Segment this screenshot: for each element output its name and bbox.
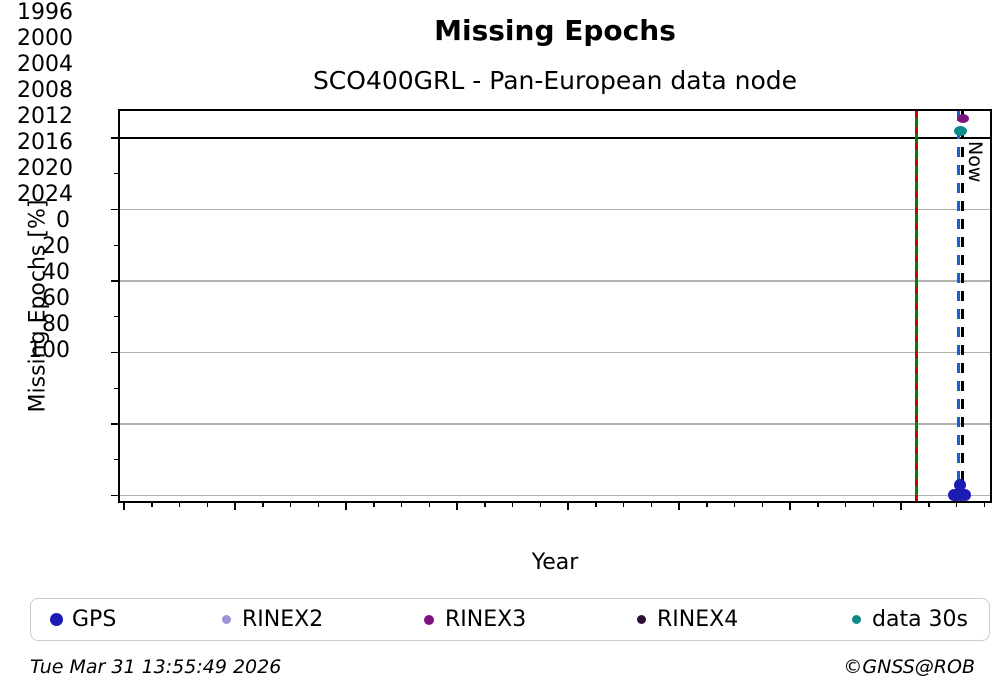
y-minor-tick [114,459,118,461]
y-gridline [120,351,990,354]
data-point-gps [959,488,972,501]
y-minor-tick [114,387,118,389]
x-minor-tick [401,503,403,507]
x-minor-tick [484,503,486,507]
legend-item-rinex3: RINEX3 [417,599,526,640]
chart-title: Missing Epochs [434,14,676,47]
y-tick-label: 100 [28,338,70,363]
y-minor-tick [114,244,118,246]
x-minor-tick [151,503,153,507]
x-minor-tick [595,503,597,507]
x-major-tick [900,503,902,510]
legend-item-data30s: data 30s [844,599,968,640]
x-minor-tick [179,503,181,507]
x-tick-label: 2008 [17,78,73,103]
plot-area [118,109,992,503]
data30s-marker-icon [851,615,861,624]
y-major-tick [111,280,118,282]
y-gridline [120,423,990,425]
chart-subtitle: SCO400GRL - Pan-European data node [312,66,798,95]
x-minor-tick [512,503,514,507]
x-tick-label: 2000 [17,26,73,51]
x-tick-label: 1996 [17,0,73,25]
copyright-credit: ©GNSS@ROB [843,656,975,678]
y-minor-tick [114,316,118,318]
data-availability-marker-dashes [914,111,918,501]
x-minor-tick [290,503,292,507]
x-minor-tick [956,503,958,507]
legend-label: RINEX2 [242,607,324,632]
x-minor-tick [623,503,625,507]
plot-timestamp: Tue Mar 31 13:55:49 2026 [30,656,282,678]
legend-label: GPS [72,607,117,632]
now-line-label: Now [964,141,986,183]
rinex4-marker-icon [636,615,646,624]
y-axis-title: Missing Epochs [%] [25,199,51,413]
x-minor-tick [428,503,430,507]
x-major-tick [567,503,569,510]
y-major-tick [111,494,118,497]
x-major-tick [456,503,458,510]
legend-item-rinex2: RINEX2 [214,599,323,640]
x-axis-title: Year [531,550,579,575]
data-point-data30s [954,125,968,136]
x-major-tick [678,503,680,510]
x-major-tick [345,503,347,510]
y-major-tick [111,351,118,354]
x-minor-tick [262,503,264,507]
gps-marker-icon [49,613,63,626]
legend-item-gps: GPS [44,599,116,640]
data-point-rinex3 [956,114,969,124]
x-minor-tick [928,503,930,507]
x-minor-tick [872,503,875,507]
x-minor-tick [983,503,986,507]
legend-label: data 30s [872,607,969,632]
x-minor-tick [817,503,819,507]
hline-100 [120,136,990,140]
x-minor-tick [650,503,653,507]
y-gridline [120,208,990,211]
x-tick-label: 2024 [17,182,73,207]
x-major-tick [123,503,125,510]
x-minor-tick [206,503,208,507]
data-point-gps [954,479,967,492]
x-major-tick [789,503,791,510]
y-tick-label: 20 [42,234,70,259]
x-minor-tick [761,503,764,507]
x-minor-tick [845,503,847,507]
legend-label: RINEX4 [657,607,739,632]
y-tick-label: 0 [56,208,70,233]
x-minor-tick [706,503,708,507]
x-minor-tick [373,503,375,507]
x-tick-label: 2004 [17,52,73,77]
x-minor-tick [539,503,542,507]
y-tick-label: 60 [42,286,70,311]
legend: GPS RINEX2 RINEX3 RINEX4 data 30s [30,598,990,641]
y-gridline [120,280,990,282]
y-tick-label: 40 [42,260,70,285]
y-major-tick [111,137,118,139]
x-minor-tick [734,503,736,507]
x-tick-label: 2020 [17,156,73,181]
x-tick-label: 2016 [17,130,73,155]
y-gridline [120,494,990,497]
rinex2-marker-icon [221,615,231,624]
y-tick-label: 80 [42,312,70,337]
now-marker-dashes-1 [956,111,960,501]
rinex3-marker-icon [424,614,434,625]
legend-item-rinex4: RINEX4 [629,599,738,640]
y-major-tick [111,423,118,425]
y-minor-tick [114,173,118,175]
x-minor-tick [317,503,319,507]
x-major-tick [234,503,236,510]
now-marker-dashes-2 [960,111,964,501]
y-major-tick [111,208,118,211]
x-tick-label: 2012 [17,104,73,129]
legend-label: RINEX3 [445,607,527,632]
